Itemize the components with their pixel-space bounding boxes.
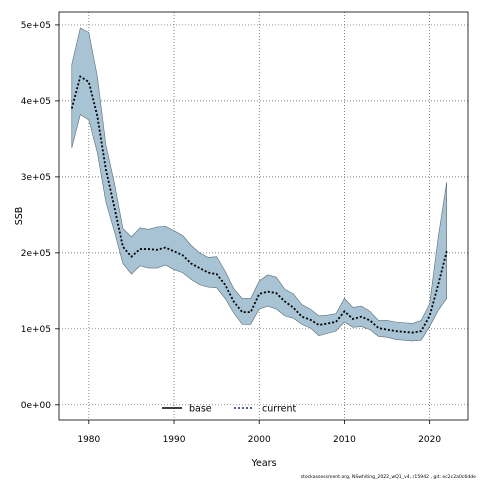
x-tick-label: 2020 <box>418 435 441 445</box>
y-tick-label: 2e+05 <box>21 249 51 259</box>
x-axis-label: Years <box>250 458 276 469</box>
series-current-line <box>70 75 448 334</box>
legend-current-label: current <box>262 404 297 415</box>
x-tick-label: 1980 <box>77 435 100 445</box>
x-tick-label: 2010 <box>333 435 356 445</box>
legend: base current <box>162 404 297 415</box>
y-tick-label: 5e+05 <box>21 21 51 31</box>
plot-frame <box>58 11 469 421</box>
legend-base-label: base <box>189 404 212 415</box>
footer-credit: stockassessment.org, NSwhiting_2022_wQ1_… <box>301 474 477 480</box>
x-axis: 1980 1990 2000 2010 2020 <box>77 420 441 445</box>
x-tick-label: 1990 <box>163 435 186 445</box>
confidence-band <box>71 27 447 342</box>
x-tick-label: 2000 <box>248 435 271 445</box>
y-tick-label: 4e+05 <box>21 97 51 107</box>
y-axis-label: SSB <box>14 207 25 226</box>
y-axis: 0e+00 1e+05 2e+05 3e+05 4e+05 5e+05 <box>21 21 59 411</box>
grid <box>59 12 468 420</box>
y-tick-label: 3e+05 <box>21 173 51 183</box>
y-tick-label: 0e+00 <box>21 401 52 411</box>
y-tick-label: 1e+05 <box>21 325 51 335</box>
